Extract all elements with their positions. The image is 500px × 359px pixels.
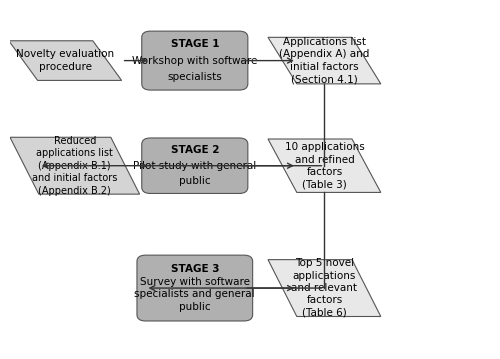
Polygon shape	[10, 137, 140, 194]
Text: STAGE 3: STAGE 3	[170, 264, 219, 274]
Text: Applications list
(Appendix A) and
initial factors
(Section 4.1): Applications list (Appendix A) and initi…	[279, 37, 370, 84]
Polygon shape	[9, 41, 122, 80]
Text: Pilot study with general: Pilot study with general	[133, 161, 256, 171]
Text: STAGE 2: STAGE 2	[170, 145, 219, 155]
Polygon shape	[268, 260, 381, 317]
Text: 10 applications
and refined
factors
(Table 3): 10 applications and refined factors (Tab…	[284, 142, 364, 189]
Text: Top 5 novel
applications
and relevant
factors
(Table 6): Top 5 novel applications and relevant fa…	[292, 258, 358, 318]
Text: Reduced
applications list
(Appendix B.1)
and initial factors
(Appendix B.2): Reduced applications list (Appendix B.1)…	[32, 136, 117, 196]
Polygon shape	[268, 139, 381, 192]
Text: public: public	[179, 302, 210, 312]
FancyBboxPatch shape	[137, 255, 252, 321]
Text: Workshop with software: Workshop with software	[132, 56, 258, 66]
FancyBboxPatch shape	[142, 138, 248, 194]
FancyBboxPatch shape	[142, 31, 248, 90]
Text: Novelty evaluation
procedure: Novelty evaluation procedure	[16, 50, 114, 72]
Text: specialists and general: specialists and general	[134, 289, 255, 299]
Polygon shape	[268, 37, 381, 84]
Text: public: public	[179, 176, 210, 186]
Text: specialists: specialists	[168, 73, 222, 82]
Text: STAGE 1: STAGE 1	[170, 39, 219, 49]
Text: Survey with software: Survey with software	[140, 277, 250, 286]
